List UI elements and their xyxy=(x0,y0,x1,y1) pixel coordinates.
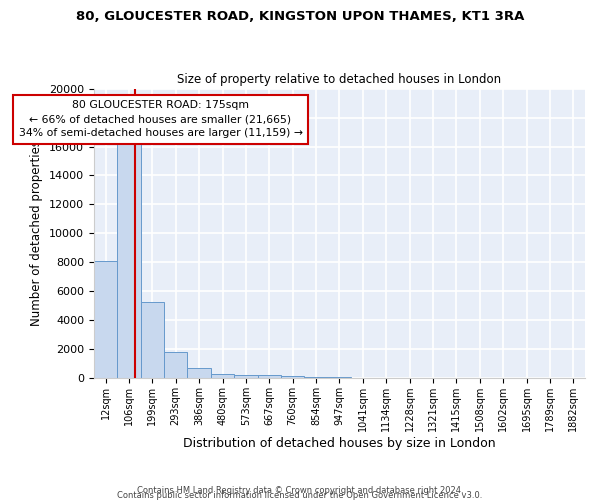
Bar xyxy=(140,302,164,378)
Bar xyxy=(164,352,187,378)
Bar xyxy=(211,374,234,378)
Y-axis label: Number of detached properties: Number of detached properties xyxy=(31,140,43,326)
Text: Contains public sector information licensed under the Open Government Licence v3: Contains public sector information licen… xyxy=(118,491,482,500)
X-axis label: Distribution of detached houses by size in London: Distribution of detached houses by size … xyxy=(183,437,496,450)
Text: 80, GLOUCESTER ROAD, KINGSTON UPON THAMES, KT1 3RA: 80, GLOUCESTER ROAD, KINGSTON UPON THAME… xyxy=(76,10,524,23)
Bar xyxy=(187,368,211,378)
Bar xyxy=(117,140,140,378)
Text: 80 GLOUCESTER ROAD: 175sqm
← 66% of detached houses are smaller (21,665)
34% of : 80 GLOUCESTER ROAD: 175sqm ← 66% of deta… xyxy=(19,100,302,138)
Bar xyxy=(281,376,304,378)
Title: Size of property relative to detached houses in London: Size of property relative to detached ho… xyxy=(178,73,502,86)
Bar xyxy=(304,377,328,378)
Bar xyxy=(94,261,117,378)
Text: Contains HM Land Registry data © Crown copyright and database right 2024.: Contains HM Land Registry data © Crown c… xyxy=(137,486,463,495)
Bar xyxy=(257,376,281,378)
Bar xyxy=(234,375,257,378)
